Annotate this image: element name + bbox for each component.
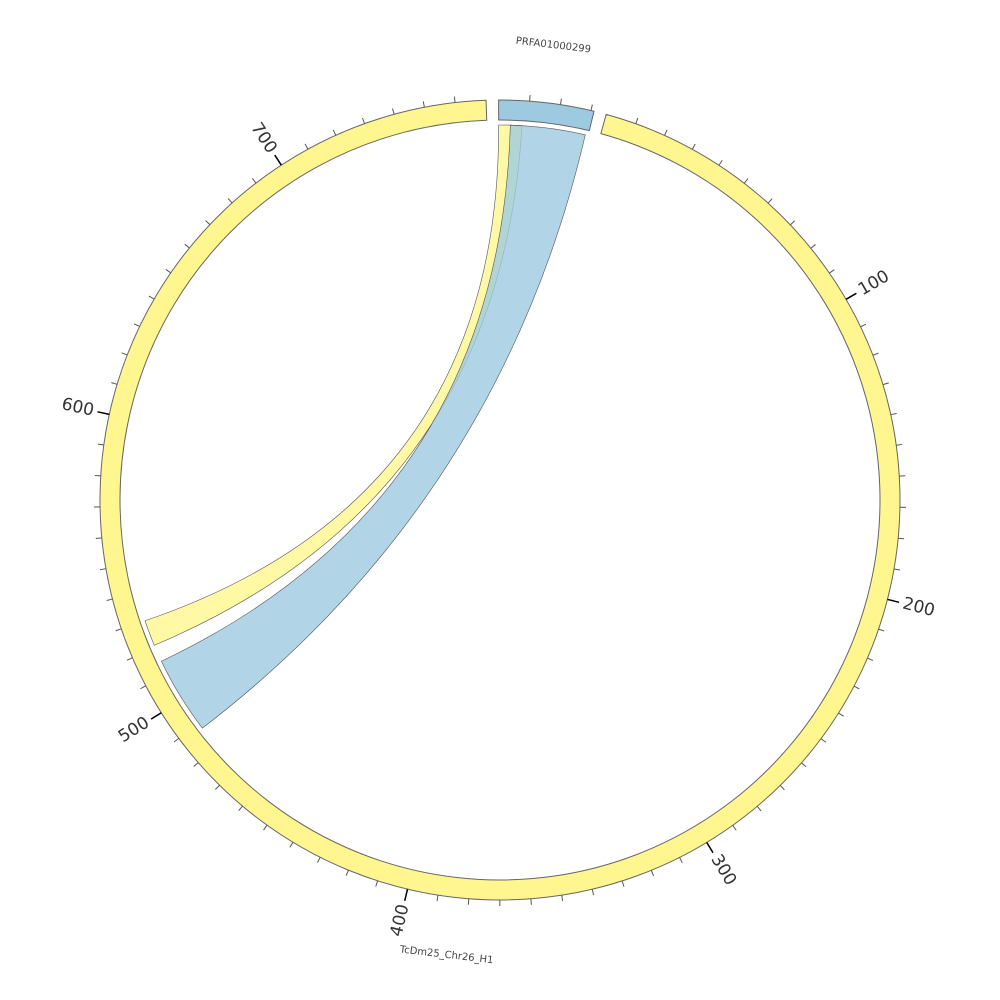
minor-tick	[820, 738, 827, 743]
minor-tick	[718, 159, 723, 166]
minor-tick	[767, 198, 773, 204]
minor-tick	[853, 685, 860, 690]
major-tick	[403, 888, 409, 902]
segment-arc	[498, 99, 595, 132]
minor-tick	[635, 117, 639, 124]
minor-tick	[882, 382, 889, 386]
minor-tick	[691, 143, 696, 150]
minor-tick	[317, 857, 321, 863]
minor-tick	[184, 243, 190, 249]
minor-tick	[756, 805, 762, 812]
segment-label: PRFA01000299	[515, 36, 591, 56]
tick-label: 100	[855, 266, 893, 300]
minor-tick	[140, 685, 147, 690]
minor-tick	[95, 537, 102, 539]
minor-tick	[251, 178, 257, 184]
minor-tick	[650, 870, 655, 877]
minor-tick	[148, 295, 155, 300]
minor-tick	[867, 657, 874, 661]
minor-tick	[591, 889, 595, 896]
minor-tick	[205, 220, 211, 225]
tick-label: 600	[60, 394, 96, 420]
minor-tick	[860, 323, 867, 328]
minor-tick	[453, 96, 456, 103]
minor-tick	[898, 537, 905, 540]
minor-tick	[375, 880, 379, 887]
minor-tick	[289, 842, 294, 848]
minor-tick	[810, 244, 816, 249]
minor-tick	[304, 143, 309, 150]
major-tick	[150, 712, 162, 720]
segment-label: TcDm25_Chr26_H1	[398, 944, 494, 966]
minor-tick	[99, 568, 107, 571]
minor-tick	[621, 880, 625, 887]
minor-tick	[214, 784, 220, 790]
minor-tick	[111, 382, 118, 385]
minor-tick	[801, 762, 807, 768]
minor-tick	[165, 269, 172, 274]
minor-tick	[126, 657, 133, 661]
minor-tick	[362, 117, 365, 124]
link	[161, 124, 586, 729]
minor-tick	[436, 895, 439, 902]
minor-tick	[106, 598, 113, 602]
major-tick	[845, 292, 857, 300]
minor-tick	[829, 269, 835, 274]
segment-arc	[99, 99, 901, 901]
minor-tick	[878, 628, 885, 632]
minor-tick	[590, 104, 593, 111]
tick-label: 300	[706, 851, 740, 889]
minor-tick	[392, 108, 395, 115]
minor-tick	[173, 738, 180, 743]
minor-tick	[679, 857, 683, 864]
major-tick	[887, 598, 900, 604]
minor-tick	[561, 895, 564, 902]
major-tick	[97, 411, 110, 416]
minor-tick	[890, 412, 897, 416]
minor-tick	[133, 323, 140, 327]
minor-tick	[664, 129, 668, 136]
minor-tick	[332, 129, 337, 136]
minor-tick	[345, 869, 349, 876]
minor-tick	[560, 98, 562, 105]
minor-tick	[732, 825, 737, 831]
minor-tick	[238, 805, 243, 812]
tick-label: 400	[387, 902, 414, 938]
minor-tick	[193, 762, 199, 767]
major-tick	[274, 154, 282, 166]
tick-label: 500	[115, 713, 153, 747]
minor-tick	[893, 568, 901, 571]
minor-tick	[743, 178, 749, 184]
minor-tick	[896, 443, 903, 446]
minor-tick	[115, 628, 122, 632]
tick-label: 700	[246, 119, 280, 157]
links	[144, 124, 586, 729]
minor-tick	[872, 352, 879, 356]
minor-tick	[227, 198, 233, 204]
minor-tick	[422, 101, 425, 108]
minor-tick	[789, 220, 796, 226]
minor-tick	[263, 824, 268, 831]
minor-tick	[121, 352, 128, 356]
minor-tick	[838, 712, 844, 717]
minor-tick	[779, 785, 785, 791]
tick-label: 200	[900, 594, 936, 621]
minor-tick	[97, 443, 104, 446]
major-tick	[706, 842, 714, 854]
